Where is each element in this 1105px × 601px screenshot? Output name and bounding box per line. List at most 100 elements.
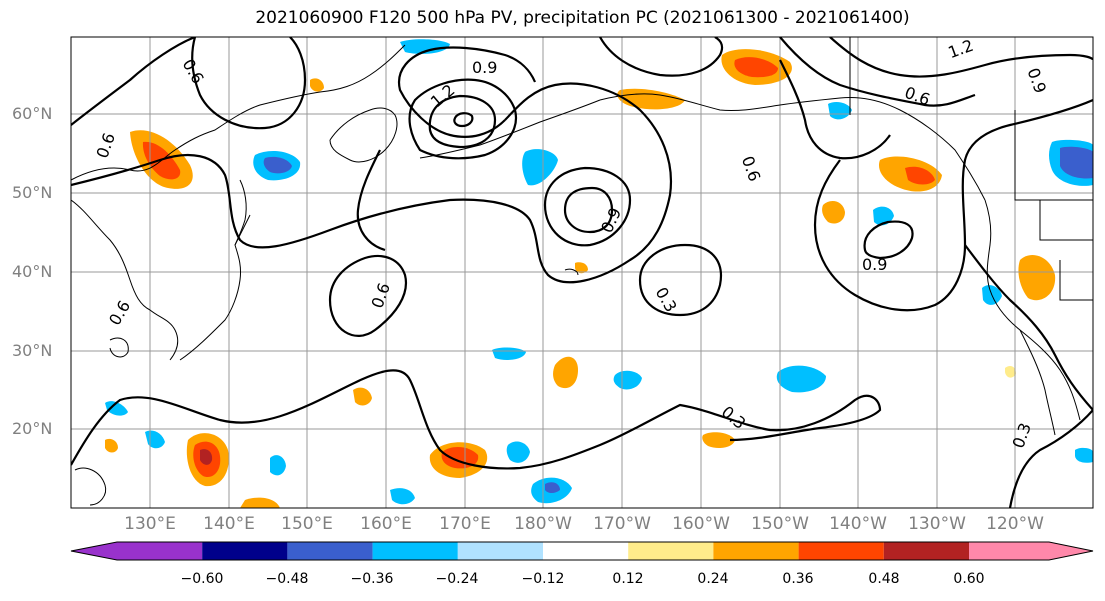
colorbar-outline: [70, 541, 1094, 561]
pv-contour: [328, 254, 408, 337]
sakhalin: [234, 179, 247, 246]
asia-coast: [71, 44, 406, 181]
aleutians: [419, 99, 601, 159]
map-frame: [70, 36, 1094, 509]
lat-label: 50°N: [12, 183, 53, 202]
pv-contour: [453, 112, 474, 128]
pv-contour: [71, 82, 673, 284]
precip-patch: [734, 57, 778, 78]
pv-contour: [964, 244, 1093, 411]
colorbar-bin: [287, 542, 373, 560]
pv-contour: [543, 166, 632, 247]
pv-contour: [779, 37, 976, 107]
precip-patch: [873, 206, 894, 226]
pv-contour: [191, 37, 307, 130]
colorbar-tick: −0.48: [265, 571, 309, 587]
pv-contour: [779, 59, 891, 160]
precip-patch: [776, 365, 826, 393]
precip-patch: [310, 78, 324, 92]
colorbar: [70, 541, 1094, 561]
colorbar-bin: [543, 542, 629, 560]
precip-patch: [617, 88, 685, 110]
lon-label: 120°W: [986, 514, 1044, 534]
colorbar-bin: [372, 542, 458, 560]
pv-contour: [397, 46, 537, 138]
colorbar-tick: 0.36: [782, 571, 814, 587]
lon-label: 160°W: [672, 514, 730, 534]
island: [74, 467, 107, 506]
kamchatka: [329, 107, 398, 163]
island: [564, 268, 579, 276]
precip-patch: [545, 482, 560, 493]
precip-patch: [506, 441, 530, 463]
contour-label: 1.2: [945, 36, 975, 63]
precip-patch: [828, 102, 852, 120]
colorbar-tick: 0.24: [697, 571, 729, 587]
precip-patch: [492, 347, 526, 360]
lat-label: 30°N: [12, 341, 53, 360]
precip-patch: [270, 455, 286, 476]
precip-patch: [1018, 255, 1056, 301]
contour-label: 0.6: [738, 153, 765, 183]
pv-contour: [1008, 409, 1093, 508]
precip-patch: [400, 39, 450, 54]
precip-patch: [353, 387, 372, 406]
pv-contour: [71, 37, 196, 126]
lat-label: 20°N: [12, 419, 53, 438]
colorbar-tick: −0.12: [521, 571, 565, 587]
border: [1014, 110, 1093, 201]
lon-label: 170°W: [593, 514, 651, 534]
alaska-coast: [599, 93, 986, 201]
pv-contour: [813, 98, 1093, 312]
pv-contour: [563, 186, 614, 234]
lon-label: 130°W: [908, 514, 966, 534]
precip-patch: [522, 149, 558, 186]
pv-contours: [71, 37, 1093, 508]
lon-label: 140°E: [203, 514, 255, 534]
baja: [1019, 329, 1056, 436]
island: [109, 337, 129, 358]
pv-contour: [638, 243, 723, 317]
pv-contour: [863, 220, 914, 260]
colorbar-bin: [798, 542, 884, 560]
precip-patch: [702, 432, 735, 448]
colorbar-extend-low: [71, 542, 117, 560]
pv-contour: [428, 94, 497, 149]
colorbar-tick: 0.48: [868, 571, 900, 587]
contour-label: 0.9: [597, 205, 625, 236]
lat-label: 40°N: [12, 262, 53, 281]
gridlines: [71, 37, 1093, 508]
precip-patch: [263, 156, 292, 174]
pv-contour: [71, 369, 882, 470]
lat-label: 60°N: [12, 104, 53, 123]
colorbar-tick: −0.24: [435, 571, 479, 587]
precip-patch: [613, 370, 642, 390]
contour-label: 0.3: [1008, 420, 1035, 450]
pv-contour: [408, 78, 518, 160]
precip-patch: [200, 449, 213, 465]
contour-label: 0.3: [652, 284, 681, 316]
colorbar-bin: [883, 542, 969, 560]
precip-shading: [105, 39, 1093, 508]
precip-patch: [1075, 447, 1093, 463]
contour-label: 0.6: [92, 130, 119, 160]
pv-contour: [829, 37, 1093, 78]
precip-patch: [145, 430, 165, 449]
border: [1039, 200, 1093, 241]
colorbar-bin: [713, 542, 799, 560]
lon-label: 160°E: [360, 514, 412, 534]
contour-label: 0.3: [718, 402, 750, 433]
border: [1059, 260, 1093, 301]
pv-contour: [356, 149, 386, 252]
pv-contour: [599, 37, 724, 77]
asia-coast: [71, 199, 179, 361]
lon-label: 150°E: [281, 514, 333, 534]
lon-label: 150°W: [751, 514, 809, 534]
contour-label: 0.6: [367, 280, 394, 310]
contour-label: 0.9: [472, 58, 497, 77]
japan: [179, 214, 251, 361]
na-west-coast: [984, 199, 1081, 421]
precip-patch: [1005, 366, 1016, 378]
contour-label: 0.6: [105, 297, 134, 329]
